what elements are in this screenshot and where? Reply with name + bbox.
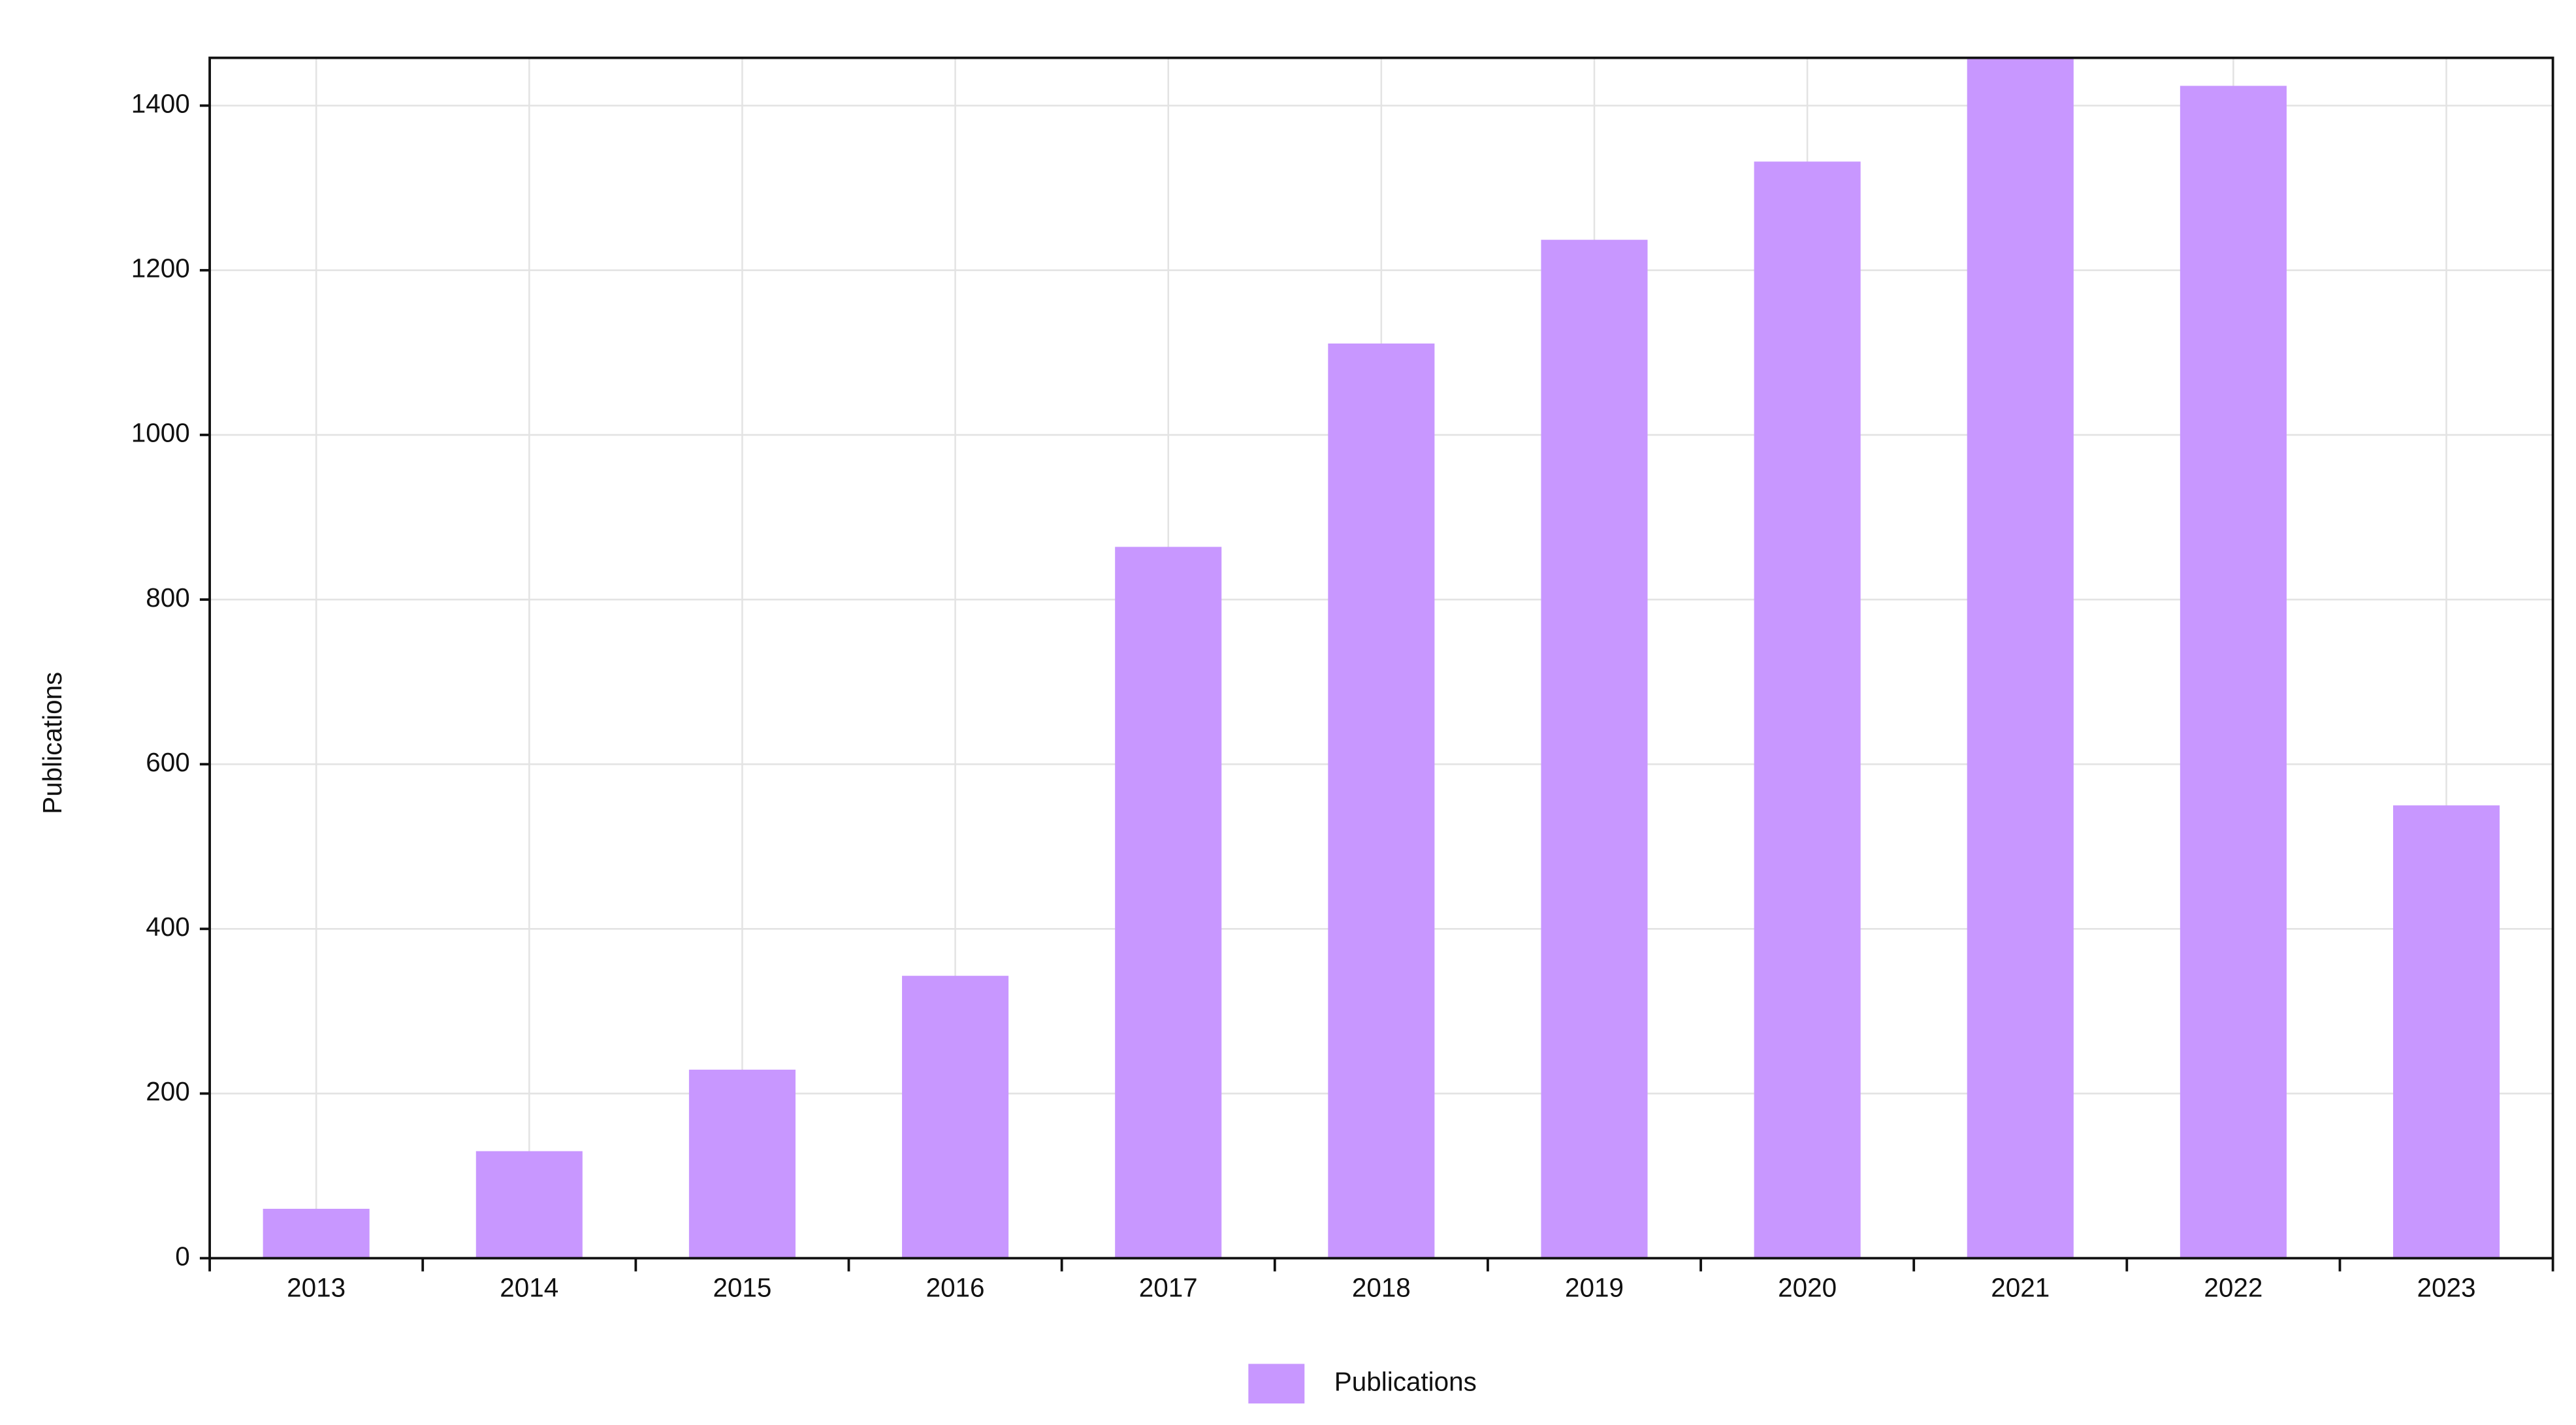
x-tick-label: 2020 xyxy=(1778,1272,1837,1302)
x-tick-label: 2014 xyxy=(500,1272,558,1302)
x-tick-label: 2017 xyxy=(1139,1272,1198,1302)
x-tick-label: 2019 xyxy=(1565,1272,1624,1302)
y-tick-label: 400 xyxy=(146,912,189,942)
legend-swatch xyxy=(1248,1364,1305,1404)
y-tick-label: 800 xyxy=(146,583,189,613)
x-tick-label: 2013 xyxy=(287,1272,346,1302)
bar xyxy=(688,1069,796,1258)
bar xyxy=(1541,240,1648,1258)
x-tick-label: 2018 xyxy=(1352,1272,1411,1302)
bar xyxy=(1967,57,2074,1258)
bar xyxy=(2180,86,2287,1258)
y-tick-label: 200 xyxy=(146,1076,189,1106)
bar xyxy=(1754,161,1861,1258)
x-tick-label: 2021 xyxy=(1991,1272,2050,1302)
y-tick-label: 1400 xyxy=(131,88,190,118)
bar xyxy=(2393,805,2500,1258)
y-tick-label: 600 xyxy=(146,747,189,777)
x-tick-label: 2023 xyxy=(2417,1272,2476,1302)
x-tick-label: 2022 xyxy=(2204,1272,2262,1302)
y-tick-label: 1200 xyxy=(131,253,190,283)
bar xyxy=(902,976,1009,1258)
y-tick-label: 0 xyxy=(175,1241,190,1271)
bar xyxy=(1328,344,1435,1258)
y-tick-label: 1000 xyxy=(131,418,190,448)
y-axis-label: Publications xyxy=(37,672,67,814)
bar xyxy=(475,1151,583,1258)
x-tick-label: 2015 xyxy=(713,1272,771,1302)
bar xyxy=(1115,547,1222,1258)
legend-label: Publications xyxy=(1334,1366,1477,1396)
plot-frame xyxy=(208,56,2554,1260)
x-tick-label: 2016 xyxy=(926,1272,985,1302)
bar xyxy=(263,1208,370,1258)
